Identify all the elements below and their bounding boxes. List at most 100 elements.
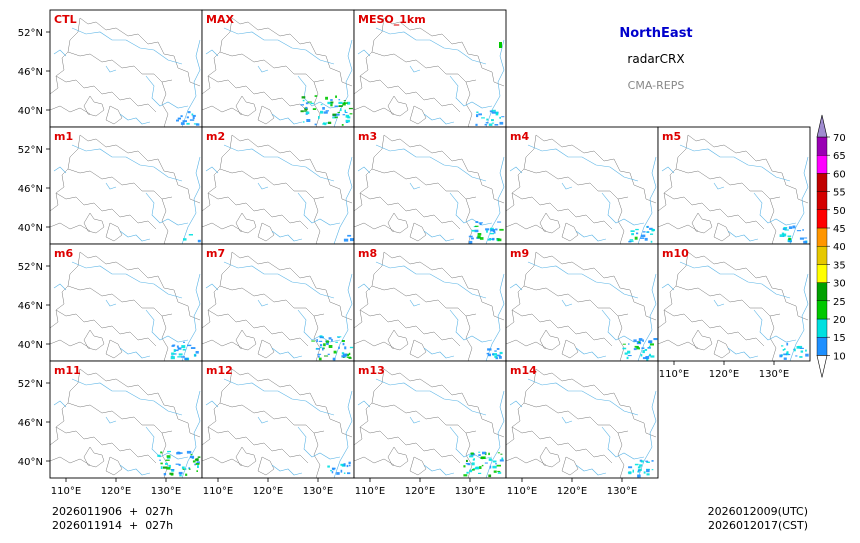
radar-echo-m7 — [311, 335, 354, 361]
panel-frame — [657, 243, 811, 362]
colorbar-segment — [816, 337, 828, 356]
map-panel-MESO_1km: MESO_1km — [353, 9, 507, 128]
valid-time-utc: 2026012009(UTC) — [708, 505, 808, 518]
colorbar-segment — [816, 227, 828, 247]
radar-echo-m4 — [628, 225, 655, 243]
panel-frame — [505, 360, 659, 479]
map-panel-m5: m5 — [657, 126, 811, 245]
radar-echo-MESO_1km — [475, 42, 505, 126]
map-panel-m1: m1 — [49, 126, 203, 245]
colorbar-segment — [816, 154, 828, 174]
panel-label-m4: m4 — [510, 130, 529, 143]
radar-echo-m3 — [468, 221, 504, 244]
lon-tick-label: 120°E — [405, 486, 435, 497]
lon-tick-label: 130°E — [607, 486, 637, 497]
colorbar-level-label: 60 — [833, 169, 846, 180]
lon-tick-label: 110°E — [203, 486, 233, 497]
lat-tick-label: 40°N — [18, 457, 43, 468]
map-panel-m4: m4 — [505, 126, 659, 245]
radar-echo-m14 — [627, 459, 654, 478]
colorbar-level-label: 65 — [833, 151, 846, 162]
panel-label-m6: m6 — [54, 247, 73, 260]
colorbar-segment — [816, 209, 828, 229]
colorbar-segment — [816, 191, 828, 211]
init-time-utc: 2026011906 + 027h — [52, 505, 173, 518]
map-panel-m10: m10 — [657, 243, 811, 362]
lat-tick-label: 46°N — [18, 418, 43, 429]
colorbar-segment — [816, 173, 828, 192]
radar-echo-CTL — [176, 111, 200, 126]
map-panel-m9: m9 — [505, 243, 659, 362]
colorbar-level-label: 50 — [833, 206, 846, 217]
colorbar-segment — [816, 264, 828, 283]
radar-echo-m10 — [779, 342, 809, 360]
colorbar-level-label: 45 — [833, 224, 846, 235]
radar-echo-m13 — [463, 451, 504, 478]
panel-label-m1: m1 — [54, 130, 73, 143]
map-panel-m3: m3 — [353, 126, 507, 245]
colorbar-segment — [816, 282, 828, 302]
panel-label-m2: m2 — [206, 130, 225, 143]
lat-tick-label: 46°N — [18, 301, 43, 312]
radar-echo-MAX — [300, 95, 353, 126]
map-panel-m12: m12 — [201, 360, 355, 479]
map-panel-CTL: CTL — [49, 9, 203, 128]
lon-tick-label: 120°E — [253, 486, 283, 497]
small-echo — [499, 42, 502, 48]
panel-label-MESO_1km: MESO_1km — [358, 13, 426, 26]
panel-label-m12: m12 — [206, 364, 233, 377]
lat-tick-label: 40°N — [18, 340, 43, 351]
map-panel-m11: m11 — [49, 360, 203, 479]
valid-time-cst: 2026012017(CST) — [708, 519, 808, 532]
radar-echo-m12 — [327, 461, 351, 475]
panel-label-m3: m3 — [358, 130, 377, 143]
map-panel-m6: m6 — [49, 243, 203, 362]
radar-echo-m11 — [157, 450, 201, 477]
radar-echo-m2 — [343, 234, 354, 242]
lat-tick-label: 52°N — [18, 28, 43, 39]
radar-echo-m5 — [779, 225, 808, 244]
radar-echo-m9 — [622, 338, 658, 361]
lat-tick-label: 40°N — [18, 223, 43, 234]
lat-tick-label: 40°N — [18, 106, 43, 117]
colorbar-segment — [816, 318, 828, 338]
lon-tick-label: 130°E — [759, 369, 789, 380]
region-title: NorthEast — [619, 26, 692, 41]
colorbar-level-label: 35 — [833, 260, 846, 271]
colorbar-level-label: 25 — [833, 297, 846, 308]
colorbar-segment — [816, 136, 828, 156]
colorbar-under-arrow — [816, 355, 828, 378]
panel-label-CTL: CTL — [54, 13, 77, 26]
panel-label-m11: m11 — [54, 364, 81, 377]
radar-echo-m8 — [486, 348, 503, 360]
lon-tick-label: 130°E — [151, 486, 181, 497]
colorbar-segment — [816, 245, 828, 265]
colorbar-level-label: 20 — [833, 315, 846, 326]
panel-label-m5: m5 — [662, 130, 681, 143]
lat-tick-label: 46°N — [18, 67, 43, 78]
colorbar-level-label: 55 — [833, 188, 846, 199]
lon-tick-label: 130°E — [303, 486, 333, 497]
system-label: CMA-REPS — [628, 79, 685, 92]
lon-tick-label: 110°E — [659, 369, 689, 380]
map-panel-m14: m14 — [505, 360, 659, 479]
panel-label-m10: m10 — [662, 247, 689, 260]
lat-tick-label: 52°N — [18, 379, 43, 390]
map-panel-m2: m2 — [201, 126, 355, 245]
colorbar-segment — [816, 300, 828, 320]
colorbar-level-label: 15 — [833, 333, 846, 344]
colorbar-level-label: 70 — [833, 133, 846, 144]
colorbar-level-label: 40 — [833, 242, 846, 253]
map-panel-m7: m7 — [201, 243, 355, 362]
colorbar-level-label: 30 — [833, 279, 846, 290]
lat-tick-label: 52°N — [18, 262, 43, 273]
panel-label-m7: m7 — [206, 247, 225, 260]
panel-label-m13: m13 — [358, 364, 385, 377]
map-panel-m8: m8 — [353, 243, 507, 362]
lon-tick-label: 130°E — [455, 486, 485, 497]
panel-label-m8: m8 — [358, 247, 377, 260]
product-label: radarCRX — [627, 52, 684, 66]
lon-tick-label: 120°E — [557, 486, 587, 497]
panel-label-m9: m9 — [510, 247, 529, 260]
